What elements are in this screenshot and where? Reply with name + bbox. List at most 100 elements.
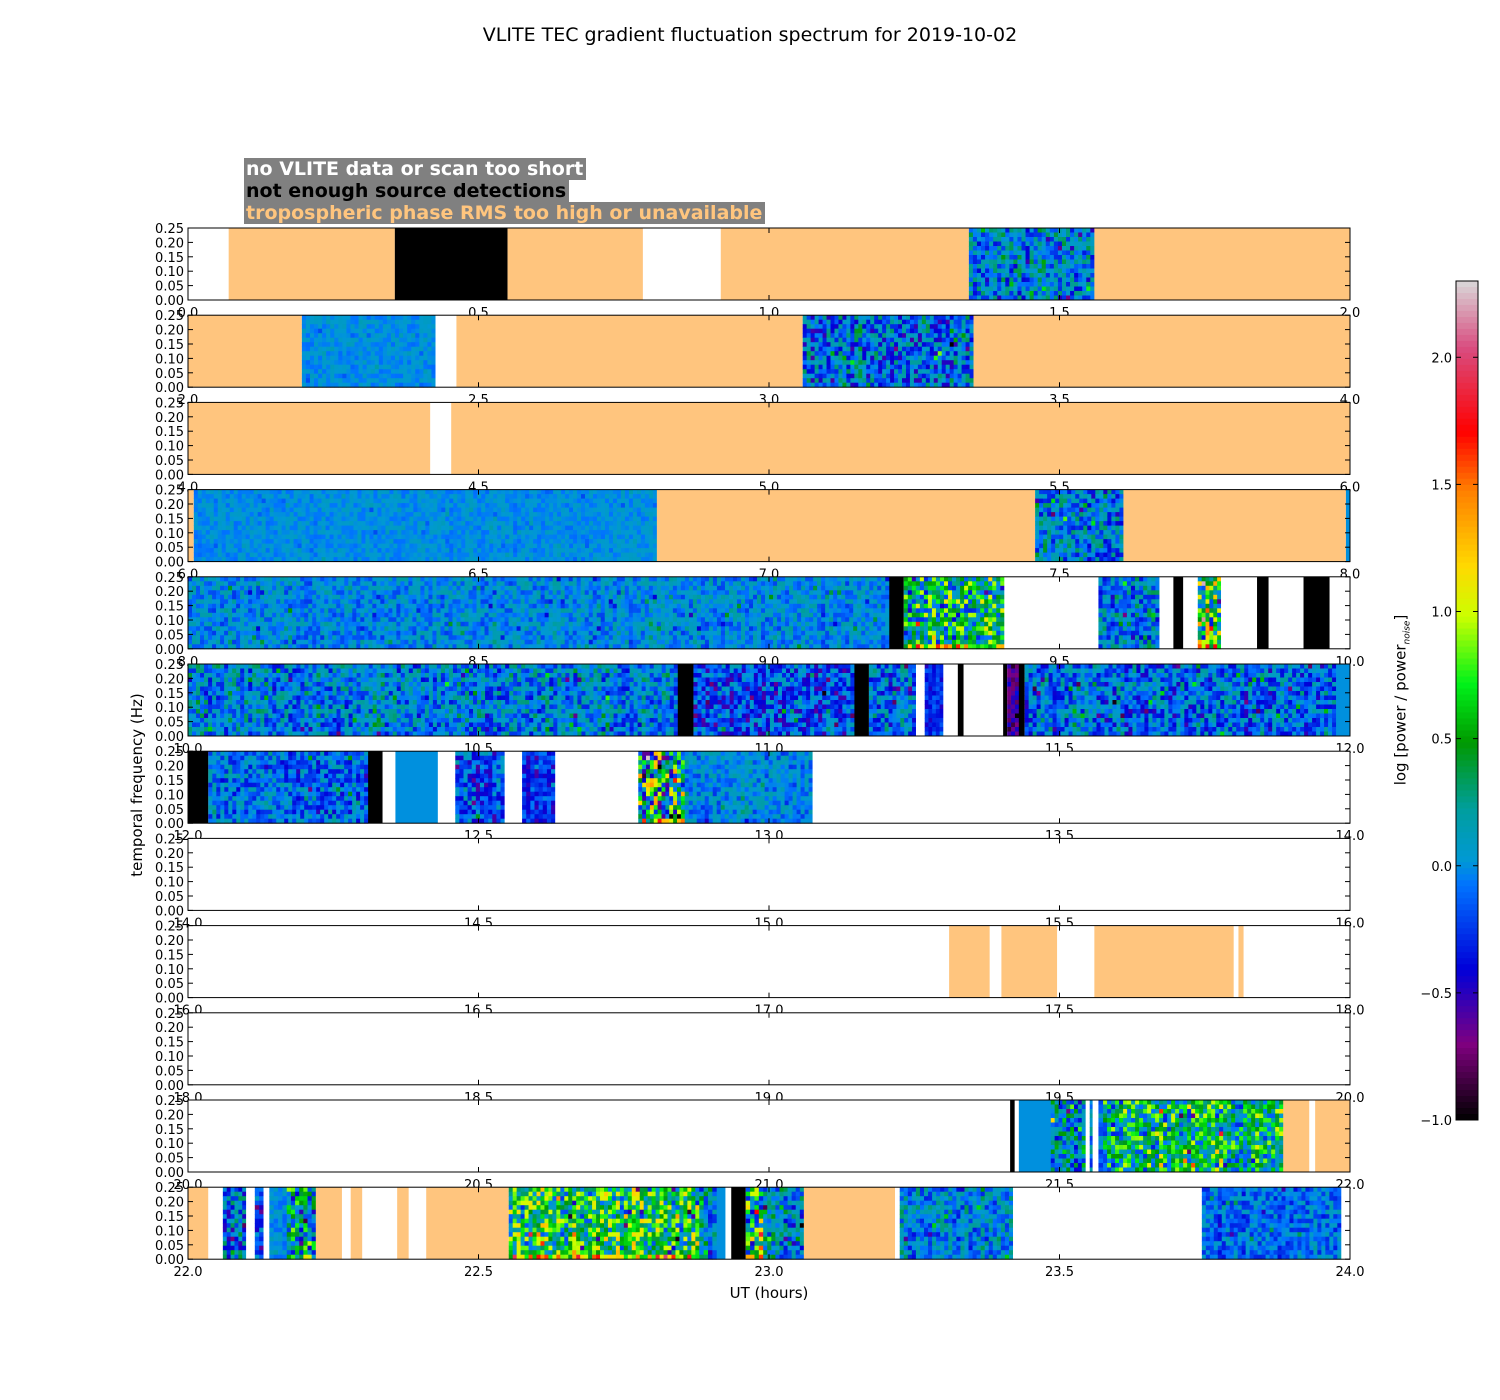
data-cell <box>336 608 341 614</box>
data-cell <box>1091 516 1096 522</box>
data-cell <box>1074 291 1079 296</box>
data-cell <box>326 382 331 388</box>
data-cell <box>624 503 630 508</box>
data-cell <box>489 534 494 540</box>
data-cell <box>403 378 408 384</box>
data-cell <box>517 539 522 544</box>
data-cell <box>1025 246 1030 251</box>
data-cell <box>529 503 534 508</box>
data-cell <box>288 626 293 632</box>
data-cell <box>465 498 470 504</box>
data-cell <box>485 512 490 517</box>
data-cell <box>1063 552 1068 558</box>
data-cell <box>308 617 313 623</box>
data-cell <box>345 494 350 499</box>
data-cell <box>336 635 341 641</box>
data-cell <box>328 599 333 605</box>
data-cell <box>340 612 345 618</box>
data-cell <box>806 337 812 343</box>
data-cell <box>802 342 808 348</box>
data-cell <box>353 530 358 535</box>
data-cell <box>423 324 428 330</box>
data-cell <box>321 489 326 495</box>
data-cell <box>326 364 331 370</box>
data-cell <box>461 516 466 522</box>
data-cell <box>309 521 314 526</box>
data-cell <box>513 539 518 544</box>
data-cell <box>596 521 602 526</box>
data-cell <box>981 264 986 269</box>
data-cell <box>369 512 374 517</box>
data-cell <box>192 576 197 582</box>
data-cell <box>280 644 285 650</box>
data-cell <box>1001 264 1006 269</box>
data-cell <box>385 552 390 558</box>
data-cell <box>648 552 654 558</box>
data-cell <box>573 557 578 562</box>
data-cell <box>348 581 353 587</box>
data-cell <box>1039 525 1044 531</box>
data-cell <box>229 539 235 544</box>
data-cell <box>217 530 223 535</box>
data-cell <box>344 590 349 596</box>
data-cell <box>1021 232 1026 238</box>
data-cell <box>403 328 408 334</box>
data-cell <box>253 498 259 504</box>
data-cell <box>1067 503 1072 508</box>
data-cell <box>408 590 413 596</box>
data-cell <box>529 512 534 517</box>
data-cell <box>886 337 891 343</box>
data-cell <box>316 585 321 591</box>
data-cell <box>369 521 374 526</box>
data-cell <box>961 319 966 325</box>
data-cell <box>423 315 428 321</box>
data-cell <box>304 621 309 627</box>
data-cell <box>822 355 827 361</box>
data-cell <box>465 516 470 522</box>
data-cell <box>569 552 574 558</box>
data-cell <box>890 333 895 339</box>
data-cell <box>909 342 915 348</box>
data-cell <box>292 621 297 627</box>
data-cell <box>1063 494 1068 499</box>
data-cell <box>269 512 275 517</box>
data-cell <box>273 552 279 558</box>
data-cell <box>921 355 927 361</box>
data-cell <box>632 503 638 508</box>
data-cell <box>822 351 827 357</box>
legend-row-few-detections: not enough source detections <box>244 180 765 202</box>
data-cell <box>501 489 506 495</box>
data-cell <box>232 635 237 641</box>
data-cell <box>188 621 193 627</box>
data-cell <box>806 369 812 375</box>
data-cell <box>229 498 235 504</box>
data-cell <box>1061 295 1067 301</box>
data-cell <box>213 516 219 522</box>
data-cell <box>477 525 482 531</box>
data-cell <box>300 635 305 641</box>
data-cell <box>237 507 243 513</box>
data-cell <box>249 489 255 495</box>
data-cell <box>225 539 231 544</box>
data-cell <box>253 503 259 508</box>
data-cell <box>415 382 420 388</box>
data-cell <box>408 603 413 609</box>
data-cell <box>431 324 436 330</box>
data-cell <box>392 608 397 614</box>
data-cell <box>1029 237 1035 242</box>
data-cell <box>328 626 333 632</box>
data-cell <box>348 626 353 632</box>
data-cell <box>898 364 903 370</box>
data-cell <box>292 608 297 614</box>
data-cell <box>253 548 259 553</box>
data-cell <box>334 337 339 343</box>
data-cell <box>557 494 562 499</box>
data-cell <box>241 534 247 540</box>
data-cell <box>405 503 410 508</box>
data-cell <box>945 364 951 370</box>
data-cell <box>913 328 919 334</box>
data-cell <box>336 585 341 591</box>
data-cell <box>846 382 851 388</box>
data-cell <box>356 599 361 605</box>
data-cell <box>957 324 962 330</box>
